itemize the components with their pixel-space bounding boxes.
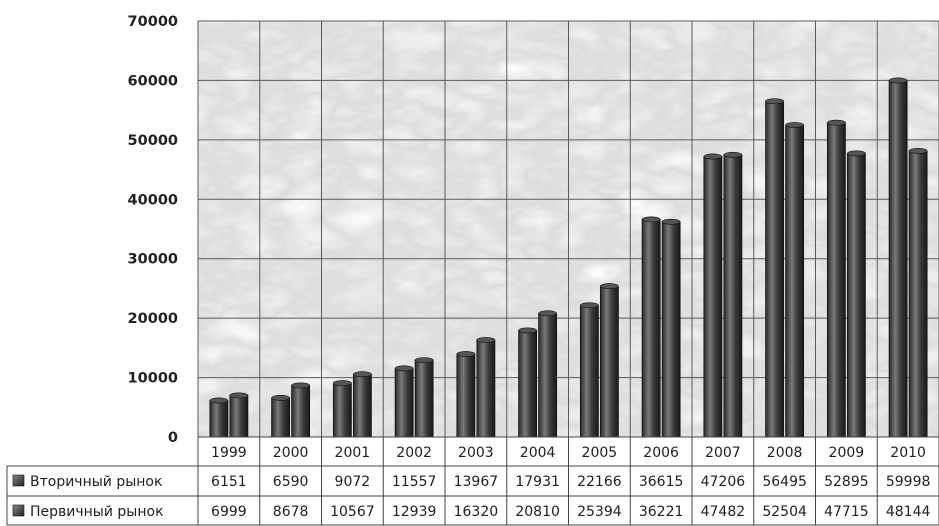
bar-primary-2002 — [414, 357, 434, 438]
bar-primary-2008 — [785, 122, 805, 438]
data-label: 52504 — [762, 504, 807, 520]
data-label: 6151 — [211, 474, 247, 490]
data-label: 20810 — [515, 504, 560, 520]
y-tick-label: 50000 — [128, 133, 178, 149]
data-label: 11557 — [392, 474, 437, 490]
x-tick-label: 2005 — [582, 445, 618, 461]
data-label: 36221 — [639, 504, 684, 520]
y-tick-label: 0 — [168, 430, 178, 446]
legend-swatch — [12, 504, 25, 517]
bar-primary-2009 — [846, 150, 866, 438]
y-tick-label: 70000 — [128, 14, 178, 30]
bar-secondary-2003 — [456, 351, 476, 438]
y-tick-label: 60000 — [128, 73, 178, 89]
data-label: 10567 — [330, 504, 375, 520]
x-tick-label: 2009 — [829, 445, 865, 461]
x-tick-label: 2003 — [458, 445, 494, 461]
bar-primary-2005 — [599, 283, 619, 438]
y-tick-label: 40000 — [128, 192, 178, 208]
bar-secondary-2004 — [518, 327, 538, 438]
data-label: 25394 — [577, 504, 622, 520]
x-tick-label: 2000 — [273, 445, 309, 461]
legend-label: Вторичный рынок — [30, 474, 162, 490]
bar-secondary-1999 — [209, 397, 229, 438]
x-tick-label: 2006 — [643, 445, 679, 461]
bar-primary-2010 — [908, 147, 928, 438]
data-label: 47206 — [701, 474, 746, 490]
legend-label: Первичный рынок — [30, 504, 164, 520]
x-tick-label: 2007 — [705, 445, 741, 461]
bar-secondary-2008 — [765, 98, 785, 438]
data-label: 16320 — [454, 504, 499, 520]
y-tick-label: 20000 — [128, 311, 178, 327]
x-tick-label: 2001 — [335, 445, 371, 461]
bar-primary-2001 — [352, 371, 372, 438]
data-label: 48144 — [886, 504, 931, 520]
data-label: 59998 — [886, 474, 931, 490]
data-label: 36615 — [639, 474, 684, 490]
x-tick-label: 2010 — [890, 445, 926, 461]
bar-primary-2007 — [723, 151, 743, 438]
bar-secondary-2005 — [579, 302, 599, 438]
data-label: 9072 — [335, 474, 371, 490]
data-label: 13967 — [454, 474, 499, 490]
data-label: 17931 — [515, 474, 560, 490]
grid-lines — [197, 20, 939, 438]
data-table: 1999 2000 2001 2002 2003 2004 2005 2006 2007 2008… — [6, 436, 939, 526]
bar-primary-1999 — [229, 392, 249, 438]
x-tick-label: 2008 — [767, 445, 803, 461]
bar-primary-2006 — [661, 218, 681, 438]
bar-primary-2000 — [291, 382, 311, 438]
bar-secondary-2002 — [394, 365, 414, 438]
data-label: 8678 — [273, 504, 309, 520]
y-axis: 0 10000 20000 30000 40000 50000 60000 70000 — [128, 14, 178, 446]
bar-secondary-2010 — [888, 77, 908, 438]
bar-secondary-2001 — [332, 380, 352, 438]
x-tick-label: 1999 — [211, 445, 247, 461]
legend-swatch — [12, 474, 25, 487]
x-tick-label: 2002 — [396, 445, 432, 461]
data-label: 6999 — [211, 504, 247, 520]
y-tick-label: 30000 — [128, 252, 178, 268]
data-label: 6590 — [273, 474, 309, 490]
bar-secondary-2006 — [641, 216, 661, 438]
bar-primary-2004 — [538, 310, 558, 438]
data-label: 56495 — [762, 474, 807, 490]
bars — [209, 77, 928, 438]
bar-secondary-2000 — [271, 394, 291, 438]
data-label: 22166 — [577, 474, 622, 490]
x-tick-label: 2004 — [520, 445, 556, 461]
data-label: 52895 — [824, 474, 869, 490]
bar-secondary-2007 — [703, 153, 723, 438]
data-label: 47482 — [701, 504, 746, 520]
y-tick-label: 10000 — [128, 371, 178, 387]
bar-primary-2003 — [476, 337, 496, 438]
bar-secondary-2009 — [826, 119, 846, 438]
data-label: 12939 — [392, 504, 437, 520]
data-label: 47715 — [824, 504, 869, 520]
